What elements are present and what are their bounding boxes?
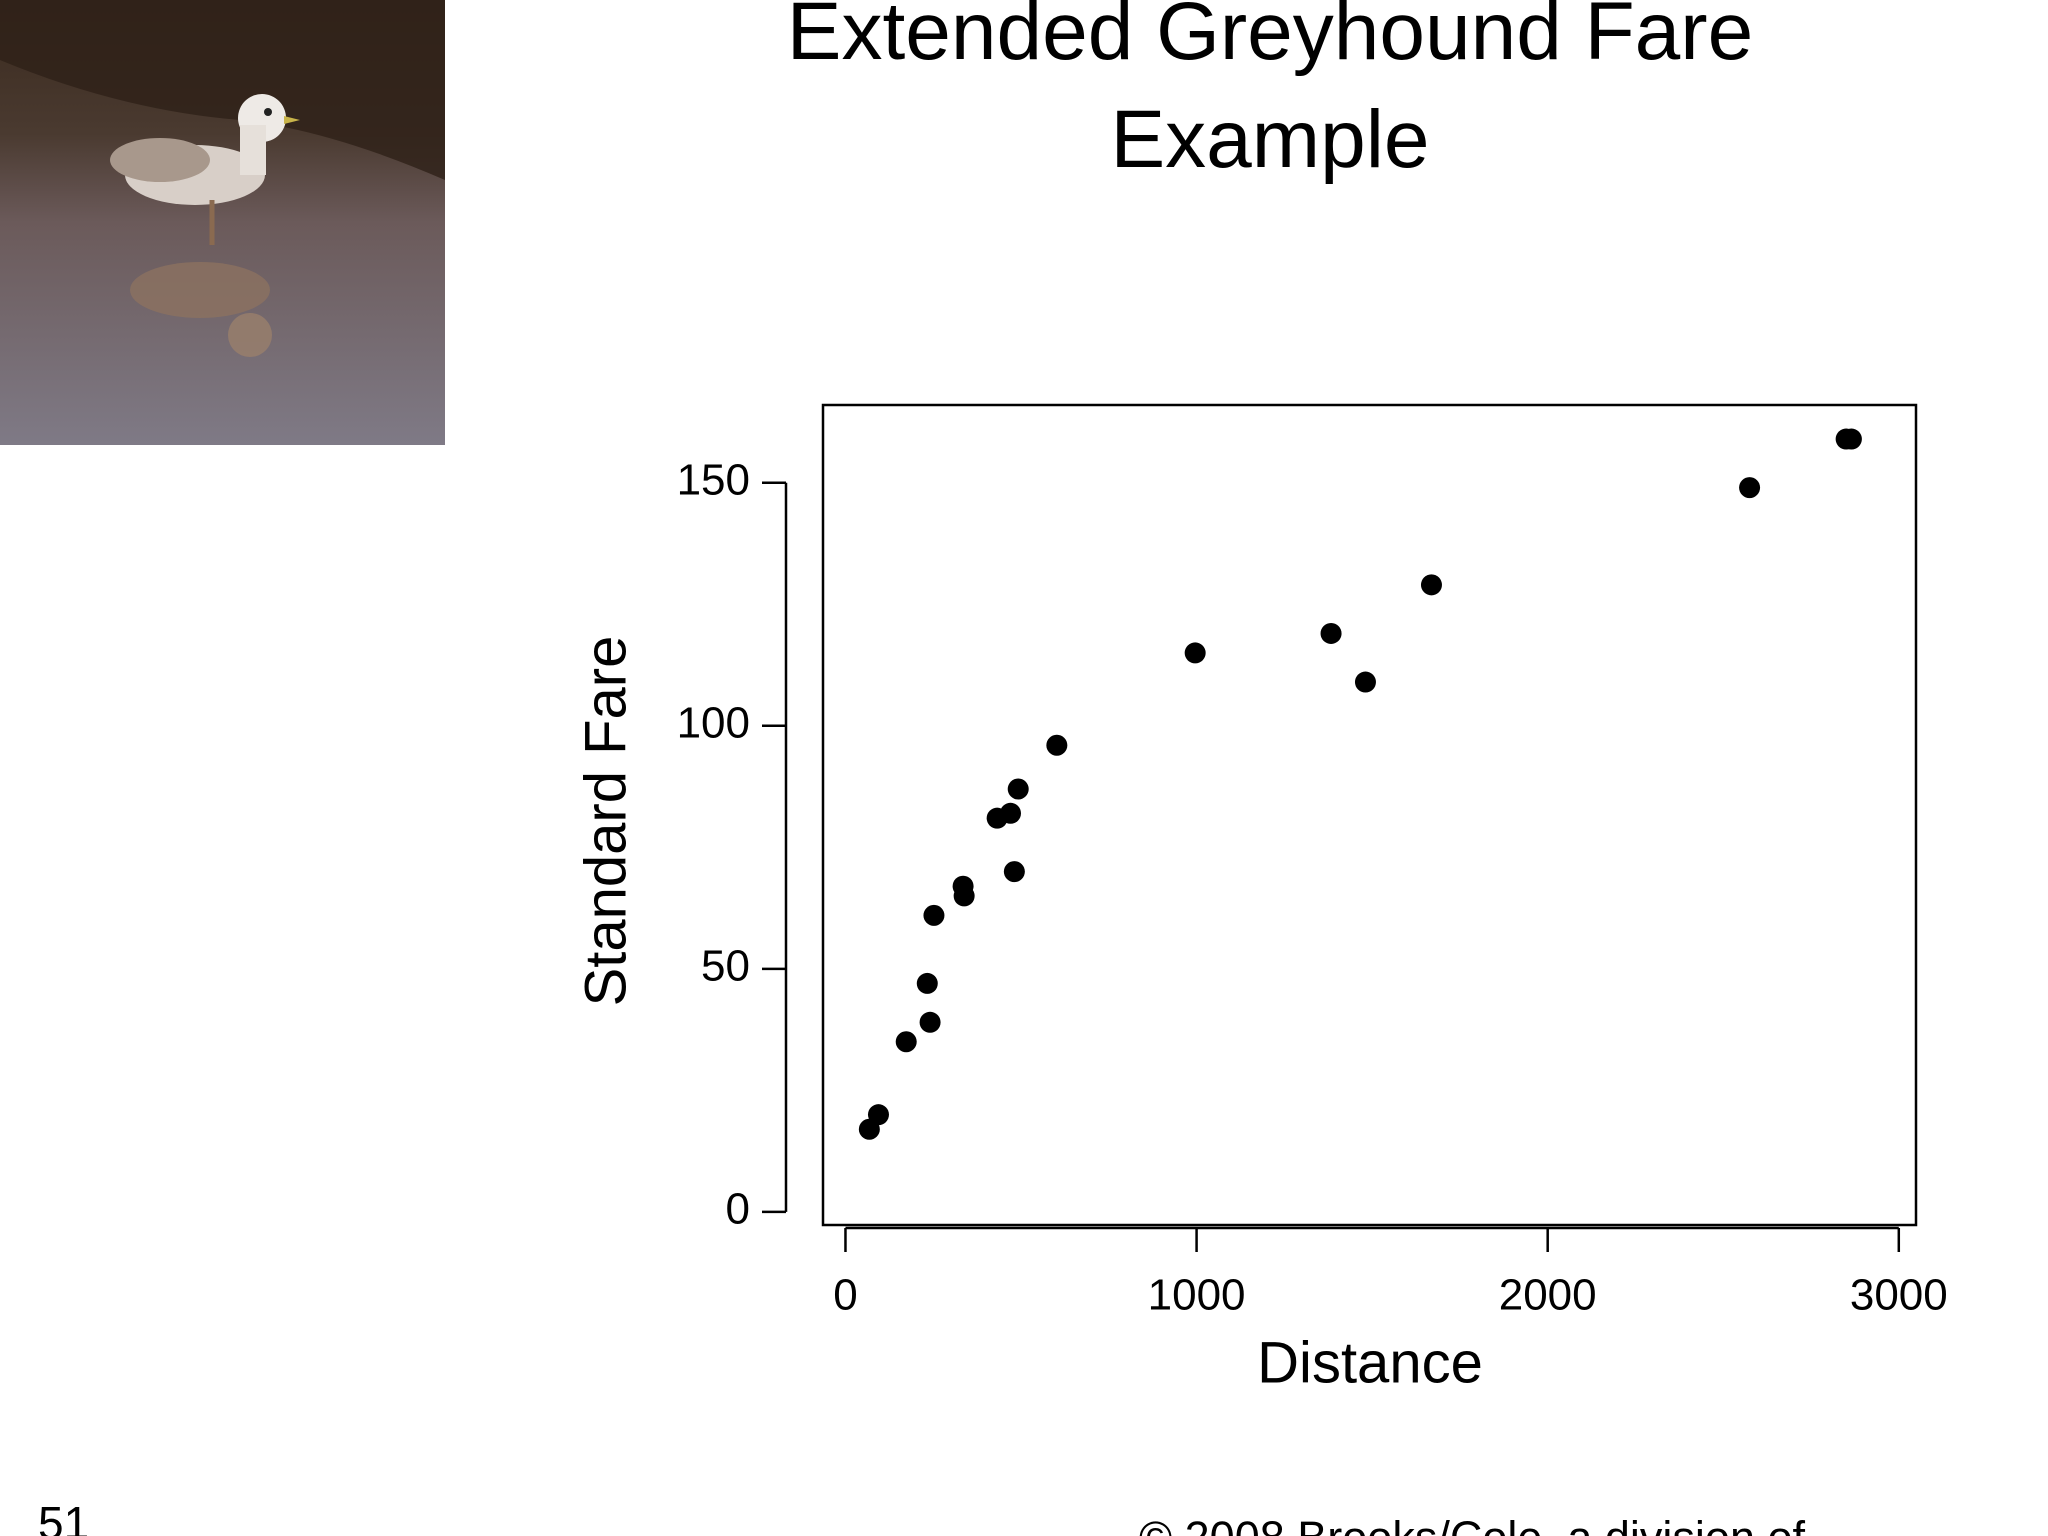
- y-tick-label: 0: [726, 1185, 750, 1234]
- data-point: [867, 1104, 889, 1126]
- data-point: [1739, 477, 1761, 499]
- slide-number: 51: [38, 1497, 90, 1536]
- data-point: [895, 1031, 917, 1053]
- data-point: [916, 972, 938, 994]
- data-point: [1420, 574, 1442, 596]
- footer: © 2008 Brooks/Cole, a division of: [1139, 1512, 1805, 1536]
- y-axis-label: Standard Fare: [573, 636, 638, 1007]
- plot-frame: [821, 403, 1918, 1227]
- data-point: [923, 904, 945, 926]
- data-point: [1840, 428, 1862, 450]
- x-tick-label: 1000: [1148, 1271, 1246, 1320]
- data-point: [999, 802, 1021, 824]
- data-point: [1184, 642, 1206, 664]
- seagull-photo: [0, 0, 445, 445]
- x-tick-label: 3000: [1850, 1271, 1948, 1320]
- data-point: [919, 1011, 941, 1033]
- slide-title: Extended Greyhound Fare Example: [786, 0, 1754, 185]
- data-point: [1007, 778, 1029, 800]
- y-tick-label: 150: [677, 455, 750, 504]
- data-point: [1003, 861, 1025, 883]
- data-point: [1320, 622, 1342, 644]
- x-axis-label: Distance: [1257, 1330, 1483, 1395]
- data-point: [1354, 671, 1376, 693]
- y-tick-label: 50: [701, 941, 750, 990]
- x-tick-label: 0: [833, 1271, 857, 1320]
- data-point: [1046, 734, 1068, 756]
- x-tick-label: 2000: [1499, 1271, 1597, 1320]
- y-tick-label: 100: [677, 698, 750, 747]
- data-point: [953, 885, 975, 907]
